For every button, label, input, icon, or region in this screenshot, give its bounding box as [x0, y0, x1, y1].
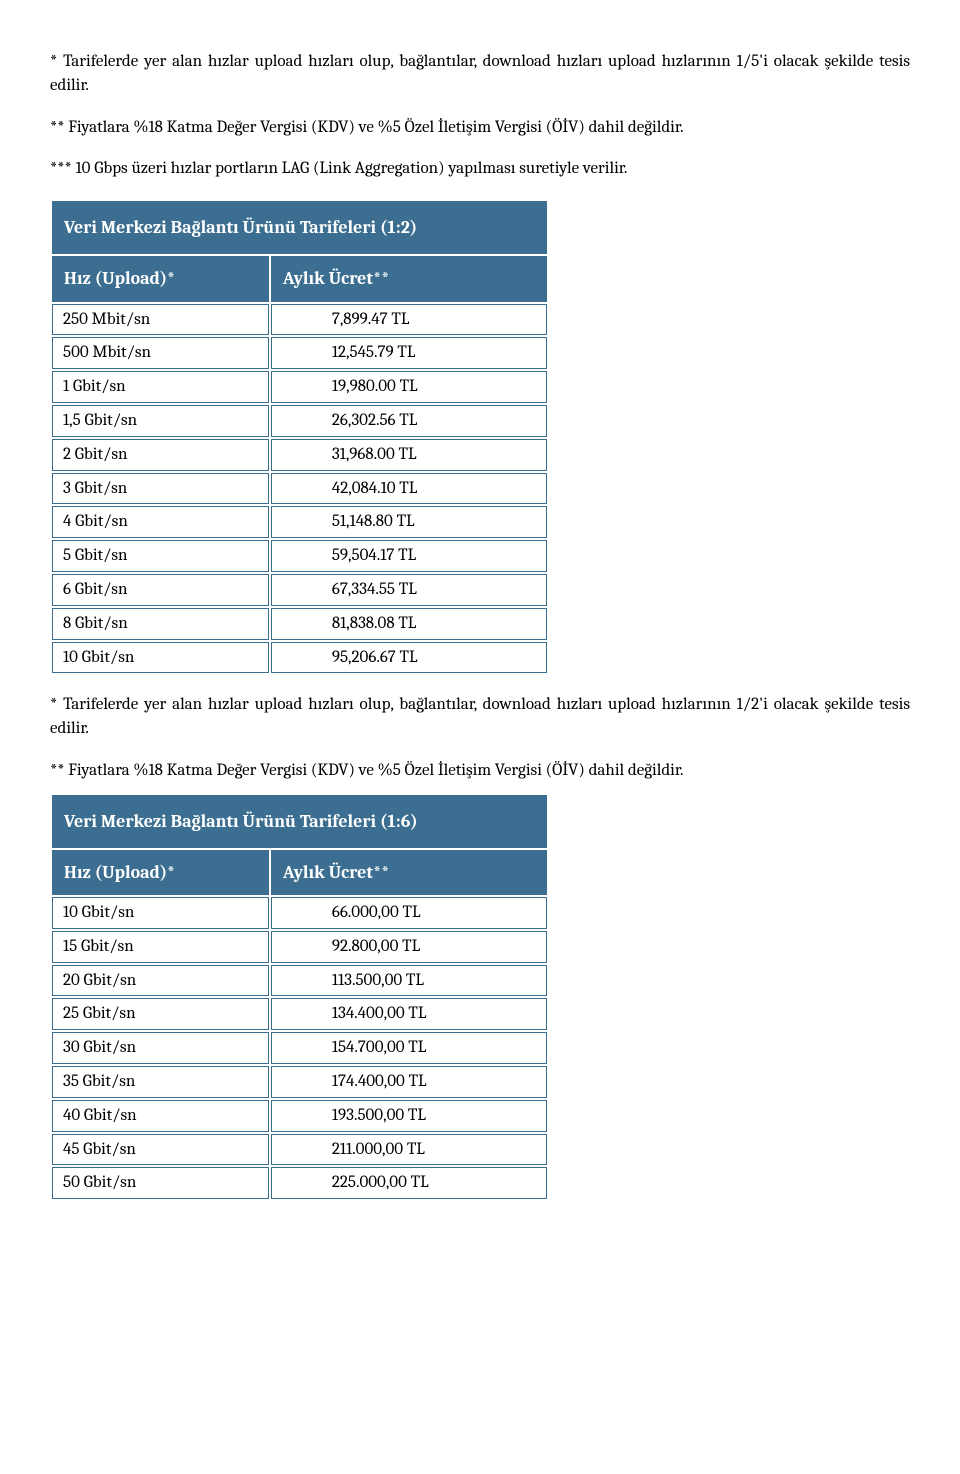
cell-speed: 8 Gbit/sn: [52, 608, 269, 640]
cell-price: 12,545.79 TL: [271, 337, 547, 369]
tariff-table-1-2: Veri Merkezi Bağlantı Ürünü Tarifeleri (…: [50, 199, 549, 675]
table-row: 40 Gbit/sn 193.500,00 TL: [52, 1100, 547, 1132]
col-header-price: Aylık Ücret**: [271, 256, 547, 301]
table-row: 35 Gbit/sn 174.400,00 TL: [52, 1066, 547, 1098]
cell-price: 211.000,00 TL: [271, 1134, 547, 1166]
table-row: 15 Gbit/sn 92.800,00 TL: [52, 931, 547, 963]
table-row: 10 Gbit/sn 95,206.67 TL: [52, 642, 547, 674]
cell-price: 19,980.00 TL: [271, 371, 547, 403]
table-row: 3 Gbit/sn 42,084.10 TL: [52, 473, 547, 505]
table-row: 50 Gbit/sn 225.000,00 TL: [52, 1167, 547, 1199]
cell-price: 154.700,00 TL: [271, 1032, 547, 1064]
cell-price: 174.400,00 TL: [271, 1066, 547, 1098]
table-row: 10 Gbit/sn 66.000,00 TL: [52, 897, 547, 929]
cell-speed: 2 Gbit/sn: [52, 439, 269, 471]
table-row: 1 Gbit/sn 19,980.00 TL: [52, 371, 547, 403]
cell-speed: 1 Gbit/sn: [52, 371, 269, 403]
table-row: 25 Gbit/sn 134.400,00 TL: [52, 998, 547, 1030]
cell-price: 81,838.08 TL: [271, 608, 547, 640]
cell-price: 134.400,00 TL: [271, 998, 547, 1030]
table-row: 45 Gbit/sn 211.000,00 TL: [52, 1134, 547, 1166]
cell-price: 26,302.56 TL: [271, 405, 547, 437]
cell-speed: 250 Mbit/sn: [52, 304, 269, 336]
table-row: 5 Gbit/sn 59,504.17 TL: [52, 540, 547, 572]
cell-speed: 35 Gbit/sn: [52, 1066, 269, 1098]
cell-price: 225.000,00 TL: [271, 1167, 547, 1199]
cell-price: 92.800,00 TL: [271, 931, 547, 963]
table-row: 500 Mbit/sn 12,545.79 TL: [52, 337, 547, 369]
col-header-speed: Hız (Upload)*: [52, 850, 269, 895]
table-row: 2 Gbit/sn 31,968.00 TL: [52, 439, 547, 471]
cell-price: 7,899.47 TL: [271, 304, 547, 336]
cell-speed: 40 Gbit/sn: [52, 1100, 269, 1132]
table-row: 4 Gbit/sn 51,148.80 TL: [52, 506, 547, 538]
tariff-table-1-6: Veri Merkezi Bağlantı Ürünü Tarifeleri (…: [50, 793, 549, 1202]
cell-price: 66.000,00 TL: [271, 897, 547, 929]
cell-price: 59,504.17 TL: [271, 540, 547, 572]
table-row: 30 Gbit/sn 154.700,00 TL: [52, 1032, 547, 1064]
note-upload-ratio-1-2: * Tarifelerde yer alan hızlar upload hız…: [50, 693, 910, 741]
note-upload-ratio-1-5: * Tarifelerde yer alan hızlar upload hız…: [50, 50, 910, 98]
cell-speed: 15 Gbit/sn: [52, 931, 269, 963]
cell-speed: 4 Gbit/sn: [52, 506, 269, 538]
cell-price: 113.500,00 TL: [271, 965, 547, 997]
cell-price: 31,968.00 TL: [271, 439, 547, 471]
table-row: 250 Mbit/sn 7,899.47 TL: [52, 304, 547, 336]
cell-price: 193.500,00 TL: [271, 1100, 547, 1132]
col-header-price: Aylık Ücret**: [271, 850, 547, 895]
cell-price: 67,334.55 TL: [271, 574, 547, 606]
note-tax-excluded-2: ** Fiyatlara %18 Katma Değer Vergisi (KD…: [50, 759, 910, 783]
col-header-speed: Hız (Upload)*: [52, 256, 269, 301]
cell-speed: 5 Gbit/sn: [52, 540, 269, 572]
cell-speed: 20 Gbit/sn: [52, 965, 269, 997]
cell-speed: 6 Gbit/sn: [52, 574, 269, 606]
cell-speed: 500 Mbit/sn: [52, 337, 269, 369]
cell-speed: 10 Gbit/sn: [52, 642, 269, 674]
table-row: 6 Gbit/sn 67,334.55 TL: [52, 574, 547, 606]
table-title: Veri Merkezi Bağlantı Ürünü Tarifeleri (…: [52, 795, 547, 848]
cell-speed: 30 Gbit/sn: [52, 1032, 269, 1064]
cell-speed: 45 Gbit/sn: [52, 1134, 269, 1166]
cell-speed: 1,5 Gbit/sn: [52, 405, 269, 437]
table-row: 1,5 Gbit/sn 26,302.56 TL: [52, 405, 547, 437]
cell-speed: 10 Gbit/sn: [52, 897, 269, 929]
cell-price: 42,084.10 TL: [271, 473, 547, 505]
table-row: 8 Gbit/sn 81,838.08 TL: [52, 608, 547, 640]
note-lag-ports: *** 10 Gbps üzeri hızlar portların LAG (…: [50, 157, 910, 181]
table-row: 20 Gbit/sn 113.500,00 TL: [52, 965, 547, 997]
note-tax-excluded-1: ** Fiyatlara %18 Katma Değer Vergisi (KD…: [50, 116, 910, 140]
table-title: Veri Merkezi Bağlantı Ürünü Tarifeleri (…: [52, 201, 547, 254]
cell-speed: 50 Gbit/sn: [52, 1167, 269, 1199]
cell-speed: 3 Gbit/sn: [52, 473, 269, 505]
cell-price: 51,148.80 TL: [271, 506, 547, 538]
cell-price: 95,206.67 TL: [271, 642, 547, 674]
cell-speed: 25 Gbit/sn: [52, 998, 269, 1030]
